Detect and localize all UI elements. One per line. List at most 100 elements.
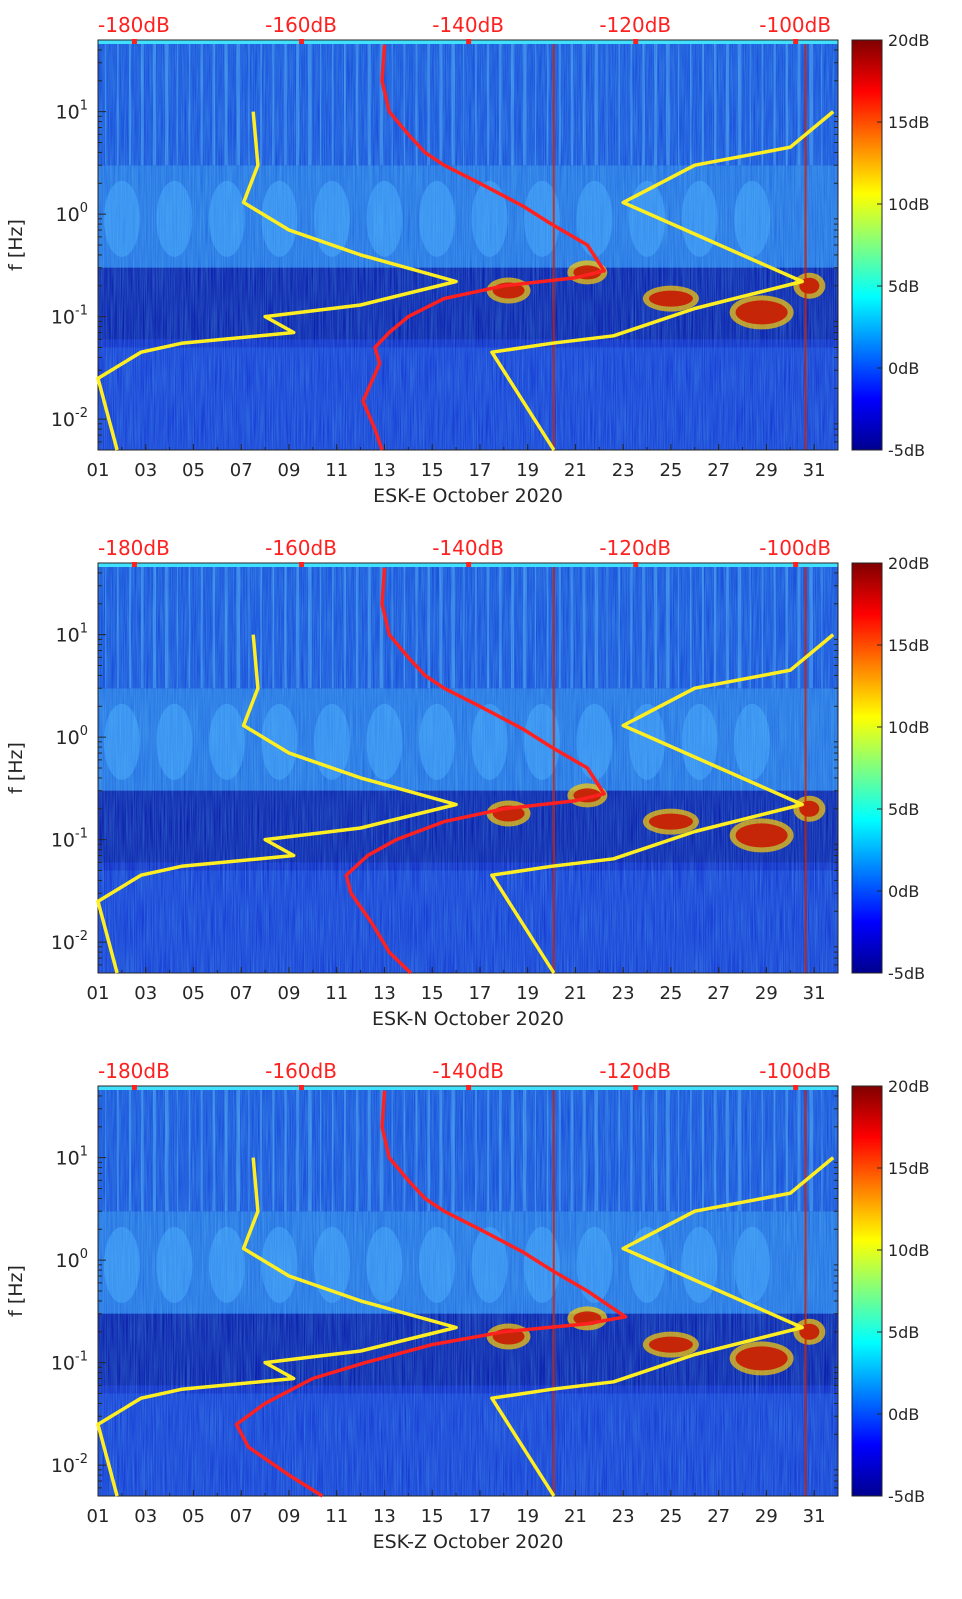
colorbar-tick-label: -5dB: [888, 1487, 925, 1506]
red-noise-curve: [361, 44, 606, 451]
y-axis-label: f [Hz]: [5, 219, 27, 271]
x-tick-label: 15: [421, 983, 444, 1004]
x-tick-label: 23: [612, 460, 635, 481]
x-tick-label: 13: [373, 460, 396, 481]
x-tick-label: 03: [134, 460, 157, 481]
x-tick-label: 01: [87, 983, 110, 1004]
yellow-noise-curve: [490, 110, 835, 451]
top-axis-tick-label: -100dB: [759, 13, 831, 37]
y-tick-label: 101: [56, 1145, 88, 1170]
top-axis-tick-label: -160dB: [265, 1059, 337, 1083]
yellow-noise-curve: [96, 634, 458, 974]
y-tick-label: 100: [56, 201, 88, 226]
x-tick-label: 25: [659, 460, 682, 481]
y-axis-label: f [Hz]: [5, 1265, 27, 1317]
colorbar: 20dB 15dB 10dB 5dB 0dB -5dB: [851, 31, 930, 460]
top-axis-tick-label: -160dB: [265, 536, 337, 560]
top-axis-tick-label: -140dB: [432, 13, 504, 37]
x-tick-label: 31: [803, 460, 826, 481]
x-tick-label: 13: [373, 983, 396, 1004]
yellow-noise-curve: [96, 111, 458, 451]
colorbar-tick-label: 20dB: [888, 554, 930, 573]
x-tick-label: 17: [468, 460, 491, 481]
spectrogram-panel: 01 03 05 07 09 11 13 15 17 19 21 23 25 27 29 31 ESK-E Oc…: [5, 13, 930, 507]
colorbar-tick-label: 15dB: [888, 113, 930, 132]
colorbar-tick-label: -5dB: [888, 441, 925, 460]
top-axis-tick-label: -140dB: [432, 1059, 504, 1083]
colorbar-tick-label: 20dB: [888, 31, 930, 50]
x-tick-label: 07: [230, 1506, 253, 1527]
x-tick-label: 19: [516, 460, 539, 481]
x-tick-label: 29: [755, 1506, 778, 1527]
x-tick-label: 23: [612, 983, 635, 1004]
y-tick-label: 10-2: [51, 929, 88, 954]
x-tick-label: 29: [755, 983, 778, 1004]
top-axis-tick-label: -140dB: [432, 536, 504, 560]
colorbar-tick-label: 0dB: [888, 359, 919, 378]
x-tick-label: 21: [564, 460, 587, 481]
colorbar-tick-label: 0dB: [888, 1405, 919, 1424]
x-tick-label: 29: [755, 460, 778, 481]
colorbar-tick-label: 10dB: [888, 195, 930, 214]
top-axis-tick-label: -100dB: [759, 1059, 831, 1083]
x-tick-label: 15: [421, 1506, 444, 1527]
top-axis-tick-label: -180dB: [98, 1059, 170, 1083]
yellow-noise-curve: [490, 1156, 835, 1497]
x-tick-label: 03: [134, 983, 157, 1004]
y-tick-label: 10-1: [51, 1350, 88, 1375]
x-tick-label: 25: [659, 1506, 682, 1527]
spectrogram-panel: 01 03 05 07 09 11 13 15 17 19 21 23 25 27 29 31 ESK-Z Oc…: [5, 1059, 930, 1553]
y-tick-label: 10-2: [51, 1452, 88, 1477]
x-tick-label: 11: [325, 1506, 348, 1527]
y-tick-label: 101: [56, 622, 88, 647]
x-tick-label: 05: [182, 460, 205, 481]
top-axis-tick-label: -120dB: [599, 536, 671, 560]
x-tick-label: 07: [230, 460, 253, 481]
x-tick-label: 23: [612, 1506, 635, 1527]
x-tick-label: 03: [134, 1506, 157, 1527]
yellow-noise-curve: [490, 633, 835, 974]
top-axis-tick-label: -160dB: [265, 13, 337, 37]
y-tick-label: 100: [56, 1247, 88, 1272]
x-tick-label: 09: [278, 1506, 301, 1527]
x-tick-label: 31: [803, 983, 826, 1004]
red-noise-curve: [234, 1090, 628, 1498]
y-tick-label: 10-2: [51, 406, 88, 431]
x-tick-label: 05: [182, 1506, 205, 1527]
x-tick-label: 27: [707, 1506, 730, 1527]
y-tick-label: 100: [56, 724, 88, 749]
x-tick-label: 31: [803, 1506, 826, 1527]
x-tick-label: 27: [707, 983, 730, 1004]
top-axis-tick-label: -180dB: [98, 13, 170, 37]
top-axis-tick-label: -120dB: [599, 13, 671, 37]
colorbar-tick-label: 5dB: [888, 800, 919, 819]
x-tick-label: 17: [468, 983, 491, 1004]
red-noise-curve: [344, 567, 606, 975]
top-axis-tick-label: -120dB: [599, 1059, 671, 1083]
x-tick-label: 13: [373, 1506, 396, 1527]
x-tick-label: 19: [516, 1506, 539, 1527]
x-tick-label: 21: [564, 983, 587, 1004]
x-axis-label: ESK-Z October 2020: [373, 1531, 564, 1553]
heatmap-image: [98, 563, 838, 973]
colorbar-tick-label: 5dB: [888, 1323, 919, 1342]
x-tick-label: 25: [659, 983, 682, 1004]
y-axis-label: f [Hz]: [5, 742, 27, 794]
x-tick-label: 19: [516, 983, 539, 1004]
x-tick-label: 09: [278, 460, 301, 481]
x-axis-label: ESK-N October 2020: [372, 1008, 564, 1030]
colorbar-tick-label: -5dB: [888, 964, 925, 983]
y-tick-label: 101: [56, 99, 88, 124]
x-tick-label: 05: [182, 983, 205, 1004]
x-tick-label: 27: [707, 460, 730, 481]
spectrogram-panel: 01 03 05 07 09 11 13 15 17 19 21 23 25 27 29 31 ESK-N Oc…: [5, 536, 930, 1030]
colorbar: 20dB 15dB 10dB 5dB 0dB -5dB: [851, 554, 930, 983]
y-tick-label: 10-1: [51, 304, 88, 329]
x-axis-label: ESK-E October 2020: [373, 485, 563, 507]
x-tick-label: 09: [278, 983, 301, 1004]
x-tick-label: 07: [230, 983, 253, 1004]
heatmap-image: [98, 40, 838, 450]
heatmap-image: [98, 1086, 838, 1496]
colorbar-tick-label: 10dB: [888, 1241, 930, 1260]
y-tick-label: 10-1: [51, 827, 88, 852]
